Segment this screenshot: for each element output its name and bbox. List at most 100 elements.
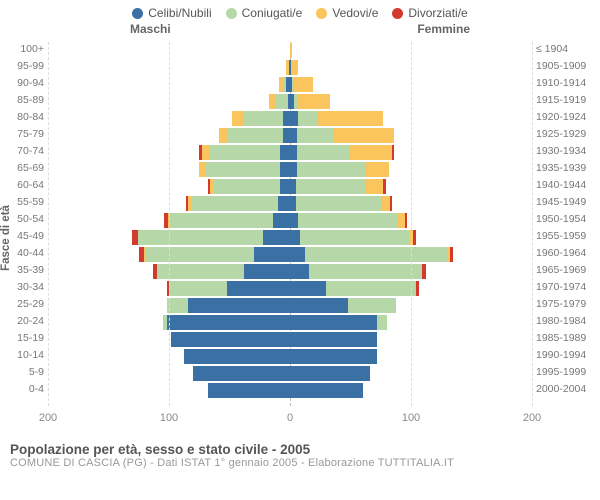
bar-segment bbox=[290, 111, 298, 126]
female-bar bbox=[290, 315, 387, 330]
age-label: 30-34 bbox=[4, 280, 44, 295]
pyramid-row bbox=[48, 127, 532, 144]
legend: Celibi/NubiliConiugati/eVedovi/eDivorzia… bbox=[0, 0, 600, 22]
female-bar bbox=[290, 77, 313, 92]
bar-segment bbox=[398, 213, 405, 228]
pyramid-row bbox=[48, 314, 532, 331]
bar-segment bbox=[290, 298, 348, 313]
bar-segment bbox=[278, 196, 290, 211]
bar-segment bbox=[219, 128, 229, 143]
pyramid-row bbox=[48, 246, 532, 263]
bar-segment bbox=[171, 332, 290, 347]
male-bar bbox=[232, 111, 290, 126]
male-bar bbox=[186, 196, 290, 211]
grid-line bbox=[48, 42, 49, 406]
birth-year-label: 1940-1944 bbox=[536, 178, 596, 193]
bar-segment bbox=[294, 77, 313, 92]
bar-segment bbox=[276, 94, 288, 109]
legend-swatch bbox=[226, 8, 237, 19]
bar-segment bbox=[377, 315, 387, 330]
bar-segment bbox=[334, 128, 395, 143]
male-bar bbox=[184, 349, 290, 364]
bar-segment bbox=[290, 145, 297, 160]
legend-label: Coniugati/e bbox=[242, 6, 303, 20]
age-label: 75-79 bbox=[4, 127, 44, 142]
female-bar bbox=[290, 383, 363, 398]
pyramid-row bbox=[48, 212, 532, 229]
male-bar bbox=[219, 128, 290, 143]
pyramid-row bbox=[48, 263, 532, 280]
bar-segment bbox=[296, 196, 381, 211]
bar-segment bbox=[290, 332, 377, 347]
age-label: 20-24 bbox=[4, 314, 44, 329]
x-tick-label: 0 bbox=[287, 412, 293, 424]
birth-year-label: 2000-2004 bbox=[536, 382, 596, 397]
birth-year-label: 1970-1974 bbox=[536, 280, 596, 295]
female-bar bbox=[290, 349, 377, 364]
age-label: 50-54 bbox=[4, 212, 44, 227]
male-bar bbox=[167, 281, 290, 296]
legend-label: Divorziati/e bbox=[408, 6, 467, 20]
pyramid-row bbox=[48, 59, 532, 76]
legend-item: Vedovi/e bbox=[316, 6, 378, 20]
birth-year-label: 1965-1969 bbox=[536, 263, 596, 278]
legend-swatch bbox=[316, 8, 327, 19]
pyramid-row bbox=[48, 348, 532, 365]
bar-segment bbox=[350, 145, 391, 160]
birth-year-label: 1905-1909 bbox=[536, 59, 596, 74]
pyramid-row bbox=[48, 382, 532, 399]
male-bar bbox=[167, 298, 290, 313]
age-label: 45-49 bbox=[4, 229, 44, 244]
bar-segment bbox=[318, 111, 383, 126]
age-label: 55-59 bbox=[4, 195, 44, 210]
bar-segment bbox=[210, 145, 280, 160]
female-bar bbox=[290, 111, 383, 126]
bar-segment bbox=[290, 315, 377, 330]
bar-segment bbox=[366, 179, 383, 194]
birth-year-label: 1990-1994 bbox=[536, 348, 596, 363]
age-label: 35-39 bbox=[4, 263, 44, 278]
birth-year-label: 1960-1964 bbox=[536, 246, 596, 261]
grid-line bbox=[411, 42, 412, 406]
age-label: 80-84 bbox=[4, 110, 44, 125]
birth-year-label: 1945-1949 bbox=[536, 195, 596, 210]
birth-year-label: 1920-1924 bbox=[536, 110, 596, 125]
bar-segment bbox=[290, 230, 300, 245]
bar-segment bbox=[298, 213, 397, 228]
male-bar bbox=[279, 77, 290, 92]
age-label: 60-64 bbox=[4, 178, 44, 193]
pyramid-row bbox=[48, 178, 532, 195]
legend-item: Coniugati/e bbox=[226, 6, 303, 20]
pyramid-row bbox=[48, 161, 532, 178]
bar-segment bbox=[232, 111, 244, 126]
bar-segment bbox=[298, 94, 329, 109]
female-bar bbox=[290, 298, 396, 313]
bar-segment bbox=[213, 179, 281, 194]
pyramid-row bbox=[48, 365, 532, 382]
bar-segment bbox=[184, 349, 290, 364]
bar-segment bbox=[254, 247, 290, 262]
bar-segment bbox=[167, 315, 290, 330]
bar-segment bbox=[309, 264, 420, 279]
bar-segment bbox=[305, 247, 448, 262]
bar-segment bbox=[416, 281, 420, 296]
age-label: 0-4 bbox=[4, 382, 44, 397]
bar-segment bbox=[290, 366, 370, 381]
bar-segment bbox=[290, 43, 292, 58]
bar-segment bbox=[280, 145, 290, 160]
male-bar bbox=[132, 230, 290, 245]
birth-year-label: 1995-1999 bbox=[536, 365, 596, 380]
female-bar bbox=[290, 264, 426, 279]
x-tick-label: 100 bbox=[160, 412, 178, 424]
bar-segment bbox=[290, 281, 326, 296]
pyramid-row bbox=[48, 110, 532, 127]
female-bar bbox=[290, 281, 419, 296]
birth-year-label: 1985-1989 bbox=[536, 331, 596, 346]
birth-year-label: 1930-1934 bbox=[536, 144, 596, 159]
bar-segment bbox=[283, 128, 290, 143]
female-bar bbox=[290, 213, 407, 228]
pyramid-chart: Fasce di età Anni di nascita 100+≤ 19049… bbox=[0, 38, 600, 438]
male-bar bbox=[208, 179, 290, 194]
male-bar bbox=[199, 145, 290, 160]
footer: Popolazione per età, sesso e stato civil… bbox=[0, 438, 600, 469]
